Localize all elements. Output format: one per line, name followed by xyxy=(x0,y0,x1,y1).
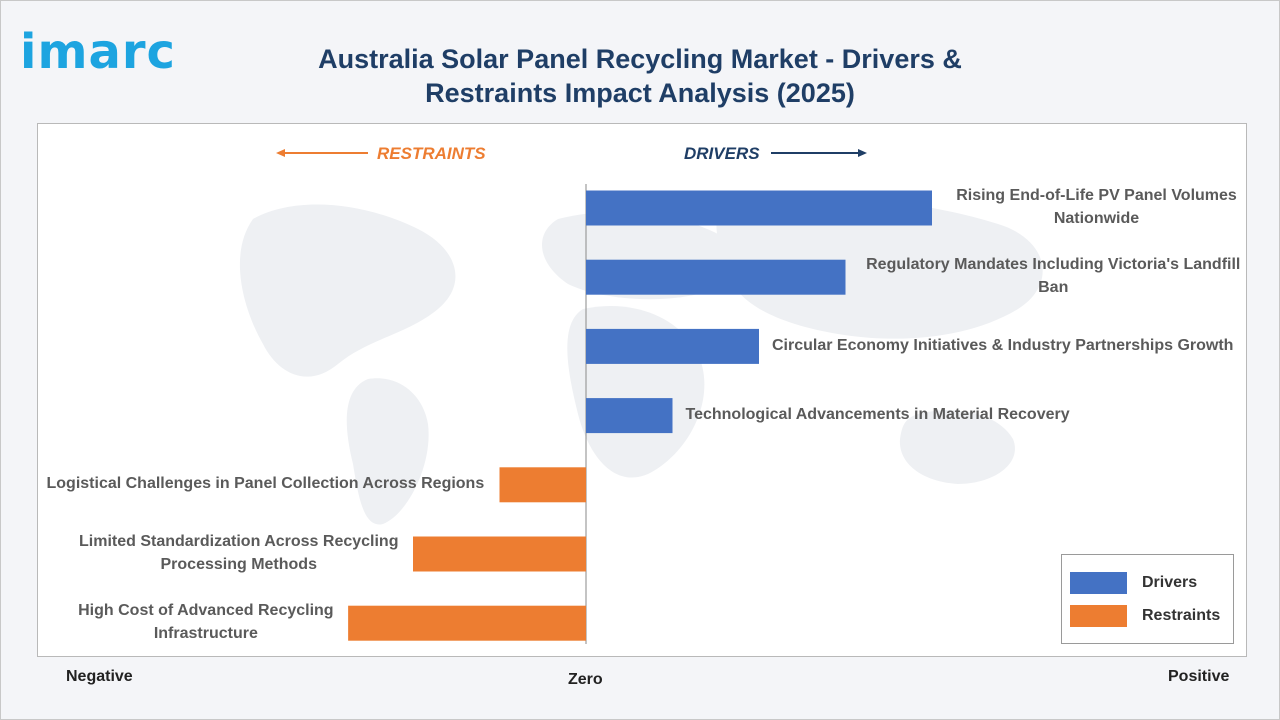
bar-label-line: High Cost of Advanced Recycling xyxy=(78,602,334,620)
bar-label-line: Processing Methods xyxy=(160,556,317,573)
bar-label-line: Limited Standardization Across Recycling xyxy=(79,533,399,550)
legend-swatch-drivers xyxy=(1070,572,1127,594)
chart-title: Australia Solar Panel Recycling Market -… xyxy=(318,44,962,108)
plot-area xyxy=(37,123,1247,657)
legend-label-drivers: Drivers xyxy=(1142,574,1198,591)
restraints-header: RESTRAINTS xyxy=(377,144,486,163)
restraint-label-5: Logistical Challenges in Panel Collectio… xyxy=(47,472,485,495)
restraint-bar-7 xyxy=(348,605,586,641)
legend-swatch-restraints xyxy=(1070,605,1127,627)
chart-svg xyxy=(348,184,932,644)
axis-zero-label: Zero xyxy=(568,671,603,688)
bar-label-line: Ban xyxy=(1038,279,1069,297)
driver-bar-1 xyxy=(586,190,932,226)
axis-negative-label: Negative xyxy=(66,668,133,685)
imarc-logo: imarc xyxy=(20,24,176,80)
bar-label-line: Rising End-of-Life PV Panel Volumes xyxy=(956,187,1237,204)
bar-label-line: Nationwide xyxy=(1053,210,1140,227)
restraint-bar-5 xyxy=(499,467,586,503)
legend-label-restraints: Restraints xyxy=(1142,607,1221,624)
restraint-label-6: Limited Standardization Across Recycling… xyxy=(79,530,398,576)
bar-label-line: Logistical Challenges in Panel Collectio… xyxy=(46,475,485,493)
driver-label-3: Circular Economy Initiatives & Industry … xyxy=(772,334,1233,357)
bar-label-line: Regulatory Mandates Including Victoria's… xyxy=(866,256,1241,274)
legend-item-restraints: Restraints xyxy=(1070,604,1220,628)
driver-bar-3 xyxy=(586,328,759,364)
restraint-label-7: High Cost of Advanced Recycling Infrastru… xyxy=(78,599,333,645)
axis-positive-label: Positive xyxy=(1168,668,1230,685)
driver-label-2: Regulatory Mandates Including Victoria's… xyxy=(859,253,1249,299)
bar-label-line: Infrastructure xyxy=(153,625,258,643)
driver-bar-2 xyxy=(586,259,846,295)
legend-item-drivers: Drivers xyxy=(1070,571,1197,595)
driver-label-4: Technological Advancements in Material R… xyxy=(686,403,1070,426)
drivers-header: DRIVERS xyxy=(684,144,760,163)
bar-label-line: Circular Economy Initiatives & Industry … xyxy=(772,336,1234,354)
bar-label-line: Technological Advancements in Material R… xyxy=(685,406,1070,424)
driver-bar-4 xyxy=(586,398,673,434)
legend: Drivers Restraints xyxy=(1061,554,1234,644)
driver-label-1: Rising End-of-Life PV Panel Volumes Natio… xyxy=(945,184,1248,230)
restraint-bar-6 xyxy=(413,536,586,572)
